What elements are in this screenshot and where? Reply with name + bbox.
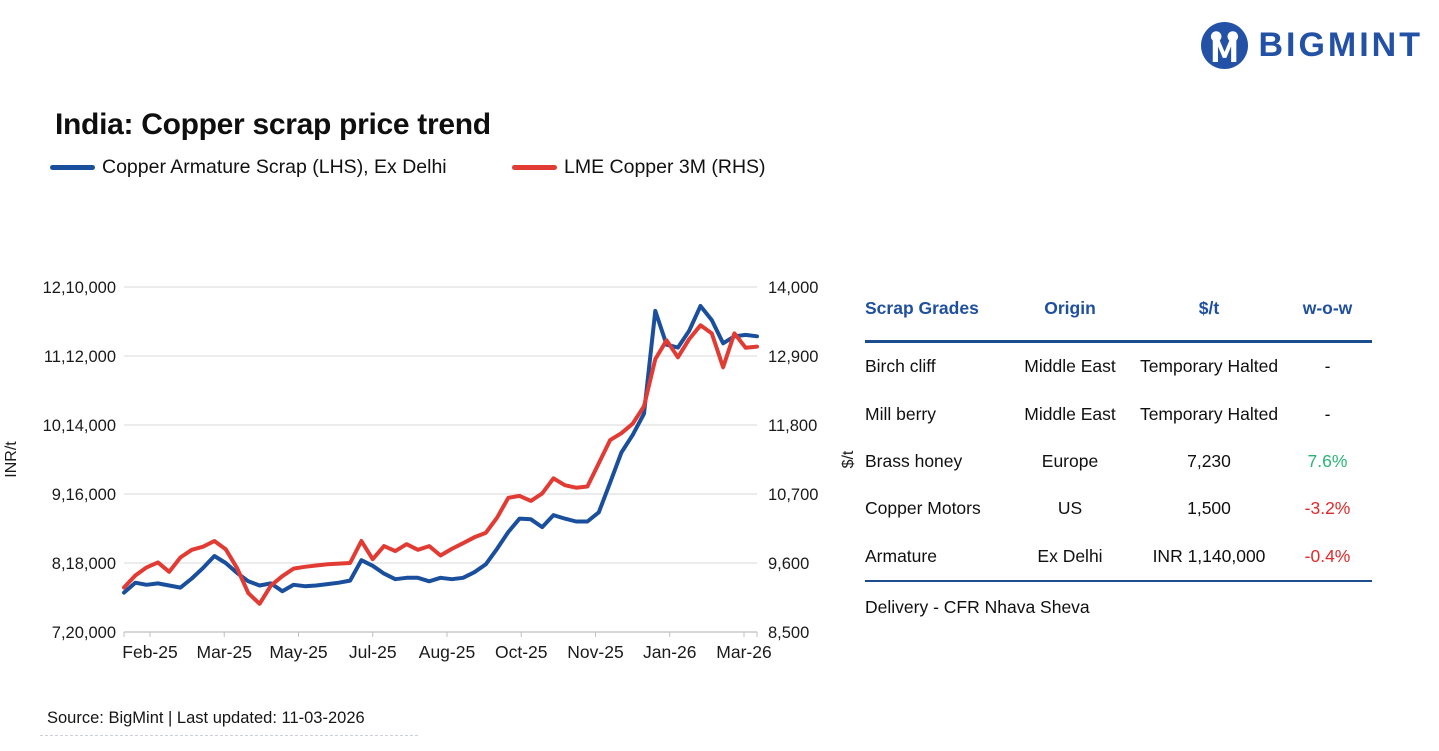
cell-price: INR 1,140,000 xyxy=(1152,545,1266,566)
cell-wow: -0.4% xyxy=(1304,545,1351,566)
cell-grade: Brass honey xyxy=(865,450,963,471)
cell-price: Temporary Halted xyxy=(1139,356,1279,377)
svg-text:M: M xyxy=(1211,35,1240,69)
cell-price: 7,230 xyxy=(1187,450,1231,471)
cell-origin: Ex Delhi xyxy=(1037,545,1103,566)
page-title: India: Copper scrap price trend xyxy=(55,108,491,142)
bigmint-logo-text: BIGMINT xyxy=(1258,26,1423,64)
cell-origin: US xyxy=(1057,498,1083,519)
left-axis-title: INR/t xyxy=(3,441,20,478)
cell-origin: Middle East xyxy=(1024,356,1116,377)
cell-origin: Europe xyxy=(1041,450,1099,471)
left-axis-tick-label: 7,20,000 xyxy=(52,624,116,642)
x-axis-tick-label: Feb-25 xyxy=(122,642,177,662)
right-axis-tick-label: 9,600 xyxy=(768,555,809,573)
x-axis-tick-label: Jan-26 xyxy=(643,642,697,662)
source-underline xyxy=(40,735,418,736)
table-row: Brass honey Europe 7,230 7.6% xyxy=(865,438,1372,485)
cell-price: 1,500 xyxy=(1187,498,1231,519)
series-line-lme-copper-3m xyxy=(122,323,759,606)
table-row: Copper Motors US 1,500 -3.2% xyxy=(865,485,1372,532)
right-axis-tick-label: 11,800 xyxy=(768,417,817,435)
left-axis-tick-label: 8,18,000 xyxy=(52,555,116,573)
right-axis-tick-label: 14,000 xyxy=(768,279,818,297)
x-axis-tick-label: May-25 xyxy=(269,642,327,662)
delivery-note: Delivery - CFR Nhava Sheva xyxy=(865,579,1372,618)
cell-wow: - xyxy=(1324,403,1331,424)
left-axis-tick-label: 9,16,000 xyxy=(52,486,116,504)
cell-grade: Mill berry xyxy=(865,403,936,424)
series-line-copper-armature-scrap xyxy=(122,304,759,595)
table-row: Armature Ex Delhi INR 1,140,000 -0.4% xyxy=(865,533,1372,580)
col-header-price: $/t xyxy=(1198,298,1220,318)
scrap-grades-table: Scrap Grades Origin $/t w-o-w Birch clif… xyxy=(865,290,1372,618)
cell-wow: -3.2% xyxy=(1304,498,1351,519)
x-axis-tick-label: Oct-25 xyxy=(495,642,548,662)
col-header-scrap-grades: Scrap Grades xyxy=(865,298,979,318)
x-axis-tick-label: Nov-25 xyxy=(567,642,623,662)
x-axis-tick-label: Mar-25 xyxy=(197,642,252,662)
table-header-row: Scrap Grades Origin $/t w-o-w xyxy=(865,290,1372,343)
table-row: Mill berry Middle East Temporary Halted … xyxy=(865,390,1372,437)
col-header-origin: Origin xyxy=(1044,298,1096,318)
cell-grade: Birch cliff xyxy=(865,356,936,377)
cell-wow: - xyxy=(1324,356,1331,377)
cell-wow: 7.6% xyxy=(1307,450,1348,471)
x-axis-tick-label: Aug-25 xyxy=(419,642,475,662)
right-axis-title: $/t xyxy=(840,450,857,468)
cell-grade: Copper Motors xyxy=(865,498,981,519)
right-axis-tick-label: 10,700 xyxy=(768,486,818,504)
x-axis-tick-label: Jul-25 xyxy=(349,642,397,662)
left-axis-tick-label: 12,10,000 xyxy=(43,279,116,297)
legend-label-lhs: Copper Armature Scrap (LHS), Ex Delhi xyxy=(102,156,447,178)
legend-item-rhs: LME Copper 3M (RHS) xyxy=(512,156,766,179)
price-trend-chart: 12,10,000 14,000 11,12,000 12,900 10,14,000 1… xyxy=(3,279,857,662)
bigmint-logo-icon: M xyxy=(1201,22,1249,69)
legend-label-rhs: LME Copper 3M (RHS) xyxy=(564,156,766,178)
legend-swatch-red xyxy=(512,165,557,170)
cell-origin: Middle East xyxy=(1024,403,1116,424)
bigmint-logo: M BIGMINT xyxy=(1201,22,1423,69)
left-axis-tick-label: 10,14,000 xyxy=(43,417,116,435)
right-axis-tick-label: 8,500 xyxy=(768,624,809,642)
table-row: Birch cliff Middle East Temporary Halted… xyxy=(865,343,1372,390)
source-note: Source: BigMint | Last updated: 11-03-20… xyxy=(47,709,365,727)
cell-grade: Armature xyxy=(865,545,937,566)
legend-item-lhs: Copper Armature Scrap (LHS), Ex Delhi xyxy=(50,156,447,179)
legend-swatch-blue xyxy=(50,165,95,170)
x-axis-tick-label: Mar-26 xyxy=(716,642,771,662)
col-header-wow: w-o-w xyxy=(1302,298,1353,318)
cell-price: Temporary Halted xyxy=(1139,403,1279,424)
right-axis-tick-label: 12,900 xyxy=(768,348,818,366)
left-axis-tick-label: 11,12,000 xyxy=(44,348,116,366)
